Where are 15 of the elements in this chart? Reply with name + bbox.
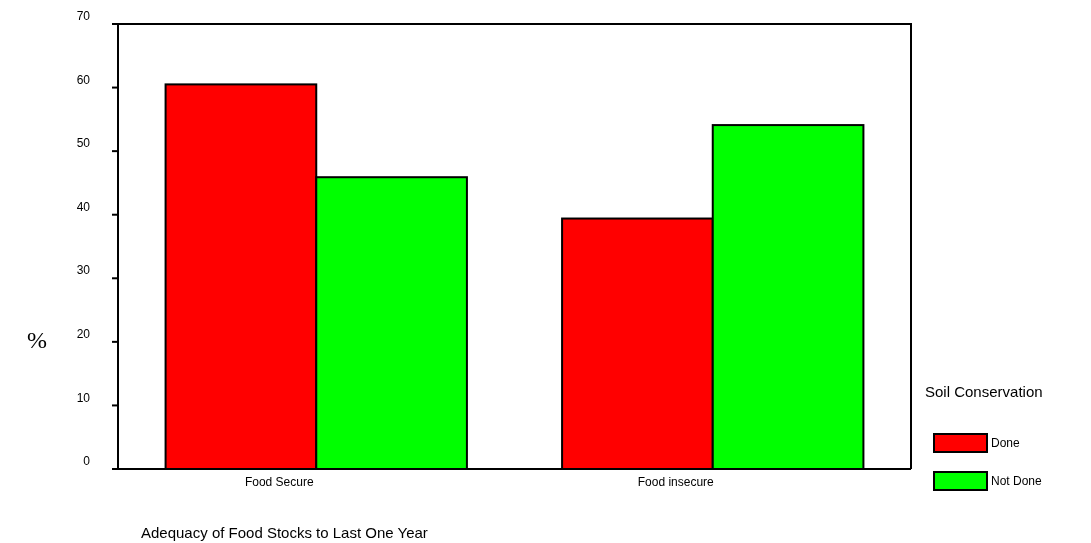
y-tick-label: 20 (76, 327, 91, 342)
x-tick-label: Food Secure (244, 475, 314, 489)
legend-label: Not Done (991, 474, 1043, 488)
y-tick-label: 10 (76, 390, 91, 405)
y-tick-label: 70 (76, 9, 91, 24)
y-axis-title: % (27, 327, 47, 353)
legend-title: Soil Conservation (925, 383, 1043, 400)
y-tick-label: 60 (76, 72, 91, 87)
x-tick-label: Food insecure (637, 475, 715, 489)
y-tick-label: 50 (76, 136, 91, 151)
legend-label: Done (991, 436, 1021, 450)
y-tick-label: 30 (76, 263, 91, 278)
x-axis-title: Adequacy of Food Stocks to Last One Year (141, 524, 428, 541)
y-tick-label: 40 (76, 199, 91, 214)
y-tick-label: 0 (83, 454, 91, 469)
